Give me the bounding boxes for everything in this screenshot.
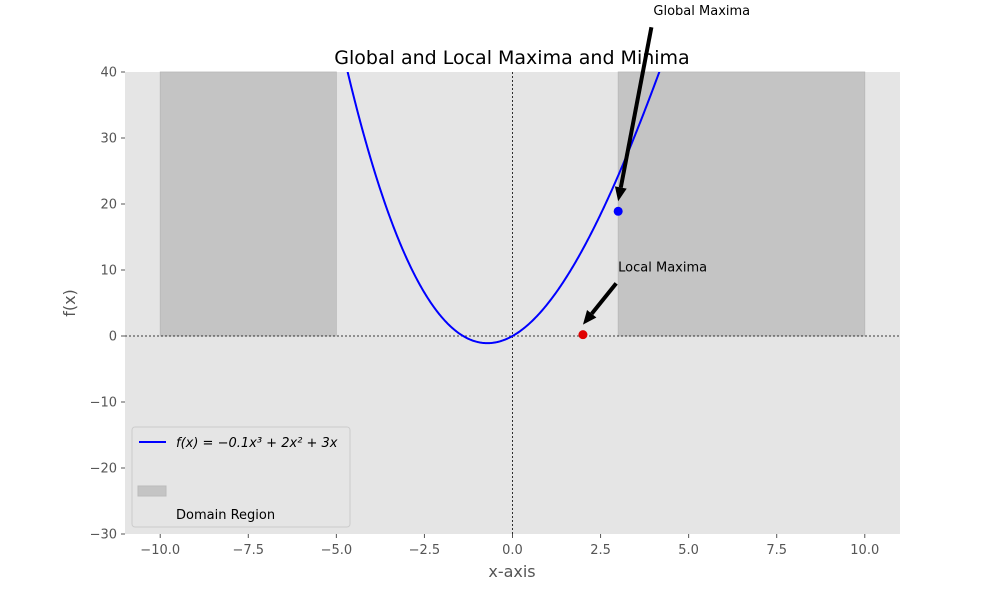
x-tick-label: −5.0 (321, 543, 353, 558)
global-maxima-arrow-head (614, 186, 627, 202)
x-axis-label: x-axis (488, 562, 535, 581)
local-maxima-arrow-head (582, 310, 597, 325)
y-tick-label: 0 (109, 330, 117, 345)
legend-function-label: f(x) = −0.1x³ + 2x² + 3x (176, 436, 338, 451)
y-ticks: −30 −20 −10 0 10 20 30 40 (90, 66, 125, 543)
legend: f(x) = −0.1x³ + 2x² + 3x Domain Region (131, 426, 351, 528)
y-tick-label: −30 (90, 528, 117, 543)
x-tick-label: 7.5 (766, 543, 787, 558)
domain-region-2 (617, 71, 866, 337)
y-tick-label: −20 (90, 462, 117, 477)
function-curve (346, 72, 661, 345)
points-layer: Global Maxima Local Maxima (578, 4, 750, 340)
x-tick-label: −2.5 (409, 543, 441, 558)
x-ticks: −10.0 −7.5 −5.0 −2.5 0.0 2.5 5.0 7.5 10.0 (140, 534, 879, 558)
global-maxima-annotation: Global Maxima (653, 4, 750, 19)
local-maxima-point (578, 330, 588, 340)
domain-region-1 (159, 71, 337, 337)
x-tick-label: 10.0 (850, 543, 879, 558)
y-axis-label: f(x) (60, 289, 79, 317)
y-tick-label: 40 (100, 66, 117, 81)
y-tick-label: −10 (90, 396, 117, 411)
y-tick-label: 30 (100, 132, 117, 147)
legend-region-label: Domain Region (176, 508, 275, 523)
x-tick-label: −7.5 (233, 543, 265, 558)
x-tick-label: 0.0 (502, 543, 523, 558)
curve-layer (346, 72, 661, 345)
domain-regions (159, 71, 866, 337)
global-maxima-point (613, 206, 623, 216)
local-maxima-annotation: Local Maxima (618, 260, 707, 275)
reference-lines (125, 72, 900, 534)
y-tick-label: 20 (100, 198, 117, 213)
y-tick-label: 10 (100, 264, 117, 279)
chart-title: Global and Local Maxima and Minima (334, 47, 689, 69)
x-tick-label: 5.0 (678, 543, 699, 558)
x-tick-label: −10.0 (140, 543, 180, 558)
legend-frame (131, 426, 351, 528)
legend-region-swatch (137, 485, 167, 497)
global-maxima-arrow-shaft (618, 26, 654, 188)
local-maxima-arrow-shaft (590, 282, 618, 316)
x-tick-label: 2.5 (590, 543, 611, 558)
